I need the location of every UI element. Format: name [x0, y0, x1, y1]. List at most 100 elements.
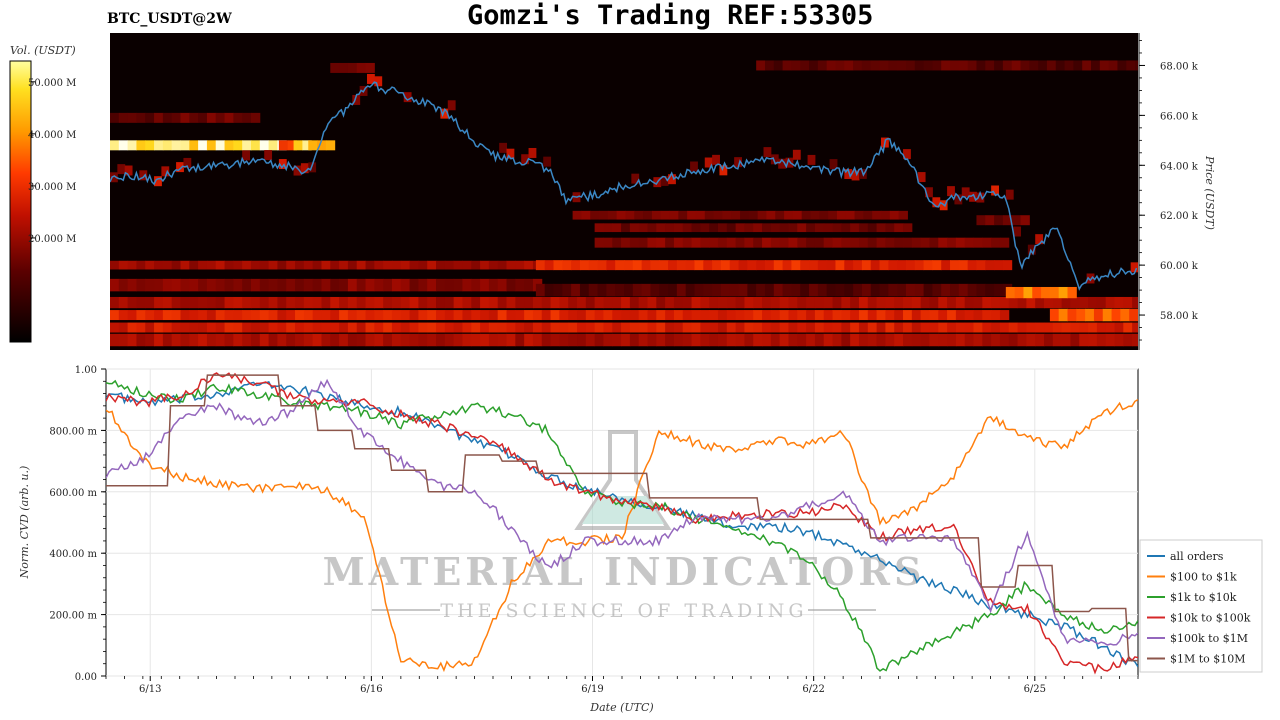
heatmap-cell — [1123, 333, 1133, 347]
heatmap-cell — [713, 210, 723, 220]
heatmap-cell — [339, 278, 349, 292]
heatmap-cell — [999, 333, 1010, 347]
heatmap-cell — [894, 296, 904, 309]
heatmap-cell — [278, 159, 287, 170]
heatmap-cell — [317, 140, 327, 151]
heatmap-cell — [462, 322, 472, 333]
heatmap-cell — [365, 296, 375, 309]
heatmap-cell — [903, 296, 913, 309]
heatmap-cell — [532, 296, 543, 309]
heatmap-cell — [330, 260, 340, 270]
heatmap-cell — [1052, 333, 1063, 347]
heatmap-cell — [1102, 308, 1113, 322]
heatmap-cell — [955, 322, 966, 333]
heatmap-cell — [117, 164, 126, 175]
heatmap-cell — [947, 322, 957, 333]
heatmap-cell — [136, 296, 146, 309]
heatmap-cell — [814, 237, 825, 248]
heatmap-cell — [198, 310, 208, 321]
heatmap-cell — [224, 278, 234, 292]
heatmap-cell — [929, 333, 939, 347]
heatmap-cell — [180, 278, 190, 292]
heatmap-cell — [691, 322, 701, 333]
heatmap-cell — [903, 223, 913, 233]
heatmap-cell — [1111, 308, 1121, 322]
heatmap-cell — [515, 296, 525, 309]
heatmap-cell — [1026, 322, 1036, 333]
heatmap-cell — [870, 260, 881, 271]
heatmap-cell — [841, 237, 851, 248]
heatmap-cell — [312, 278, 322, 292]
heatmap-cell — [391, 310, 402, 321]
heatmap-cell — [621, 296, 631, 309]
heatmap-cell — [268, 260, 278, 270]
heatmap-cell — [607, 210, 618, 220]
heatmap-cell — [806, 333, 816, 347]
heatmap-cell — [851, 170, 860, 181]
heatmap-cell — [1135, 60, 1138, 71]
heatmap-cell — [391, 322, 402, 333]
heatmap-cell — [568, 322, 578, 333]
heatmap-cell — [277, 260, 287, 270]
heatmap-cell — [321, 322, 331, 333]
legend-label: $1k to $10k — [1170, 591, 1237, 604]
heatmap-cell — [814, 296, 825, 309]
heatmap-cell — [903, 322, 913, 333]
heatmap-cell — [321, 310, 331, 321]
heatmap-cell — [782, 260, 792, 271]
heatmap-cell — [532, 322, 543, 333]
heatmap-cell — [321, 260, 331, 270]
heatmap-cell — [1079, 322, 1089, 333]
heatmap-cell — [1126, 60, 1136, 71]
heatmap-cell — [154, 333, 164, 347]
heatmap-cell — [1035, 234, 1044, 245]
heatmap-cell — [162, 322, 173, 333]
heatmap-cell — [709, 322, 719, 333]
heatmap-cell — [562, 260, 572, 271]
pair-label: BTC_USDT@2W — [107, 11, 232, 27]
heatmap-cell — [347, 310, 358, 321]
heatmap-cell — [625, 210, 635, 220]
heatmap-cell — [691, 223, 701, 233]
heatmap-cell — [250, 260, 261, 270]
heatmap-cell — [858, 322, 869, 333]
heatmap-cell — [444, 260, 455, 270]
heatmap-cell — [597, 260, 607, 271]
heatmap-cell — [717, 223, 728, 233]
heatmap-cell — [198, 296, 208, 309]
heatmap-cell — [735, 333, 745, 347]
heatmap-cell — [726, 296, 737, 309]
heatmap-cell — [991, 296, 1001, 309]
heatmap-cell — [932, 260, 942, 271]
heatmap-cell — [726, 310, 737, 321]
heatmap-cell — [885, 237, 895, 248]
heatmap-cell — [903, 310, 913, 321]
heatmap-cell — [303, 322, 314, 333]
heatmap-cell — [762, 237, 772, 248]
heatmap-cell — [938, 333, 948, 347]
heatmap-cell — [499, 142, 508, 153]
heatmap-cell — [955, 333, 966, 347]
heatmap-cell — [991, 310, 1001, 321]
heatmap-cell — [999, 296, 1010, 309]
heatmap-cell — [524, 310, 534, 321]
heatmap-cell — [171, 333, 181, 347]
heatmap-cell — [941, 283, 951, 297]
heatmap-cell — [603, 237, 613, 248]
heatmap-cell — [1020, 215, 1030, 226]
heatmap-cell — [110, 260, 120, 270]
heatmap-cell — [690, 161, 698, 172]
heatmap-cell — [409, 278, 419, 292]
heatmap-cell — [224, 310, 234, 321]
heatmap-cell — [729, 283, 740, 297]
heatmap-cell — [462, 260, 472, 270]
cvd-x-tick-label: 6/13 — [139, 684, 161, 695]
heatmap-cell — [356, 296, 367, 309]
heatmap-cell — [779, 333, 789, 347]
heatmap-cell — [264, 150, 273, 161]
heatmap-cell — [638, 310, 648, 321]
heatmap-cell — [779, 322, 789, 333]
heatmap-cell — [806, 237, 816, 248]
heatmap-cell — [180, 322, 190, 333]
heatmap-cell — [665, 322, 675, 333]
